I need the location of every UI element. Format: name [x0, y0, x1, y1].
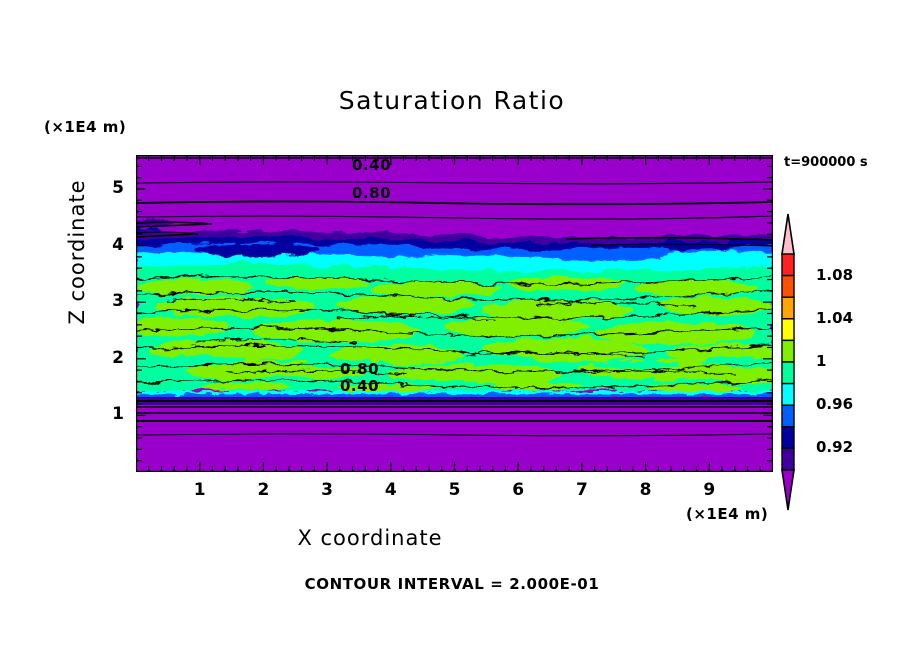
- y-tick-label: 3: [112, 291, 124, 312]
- colorbar-band: [781, 339, 795, 363]
- x-tick-label: 8: [639, 480, 652, 500]
- colorbar-band: [781, 274, 795, 298]
- colorbar-bottom-arrow: [781, 469, 795, 511]
- colorbar-band: [781, 382, 795, 406]
- axis-ticks: [137, 156, 772, 471]
- x-axis-unit-label: (×1E4 m): [686, 505, 769, 523]
- x-tick-label: 2: [257, 480, 270, 500]
- x-tick-label: 3: [321, 480, 334, 500]
- contour-plot: [136, 155, 773, 472]
- colorbar-swatches: [781, 213, 795, 511]
- x-tick-label: 1: [193, 480, 206, 500]
- x-tick-label: 4: [384, 480, 397, 500]
- colorbar-band: [781, 361, 795, 385]
- contour-interval-caption: CONTOUR INTERVAL = 2.000E-01: [304, 575, 600, 593]
- x-tick-label: 6: [512, 480, 525, 500]
- colorbar-band: [781, 318, 795, 342]
- contour-line-label: 0.80: [340, 360, 380, 378]
- contour-line-label: 0.80: [352, 184, 392, 202]
- page-title: Saturation Ratio: [338, 86, 566, 115]
- colorbar: 1.08 1.04 1 0.96 0.92: [780, 212, 853, 512]
- colorbar-tick-label: 1.08: [816, 265, 854, 284]
- colorbar-band: [781, 253, 795, 277]
- y-tick-label: 4: [112, 234, 124, 255]
- x-axis-title: X coordinate: [297, 526, 443, 550]
- x-tick-label: 9: [703, 480, 716, 500]
- contour-line-label: 0.40: [352, 156, 392, 174]
- colorbar-tick-label: 1.04: [816, 308, 854, 327]
- colorbar-top-arrow: [781, 213, 795, 255]
- contour-line-label: 0.40: [340, 377, 380, 395]
- colorbar-tick-label: 0.92: [816, 438, 854, 457]
- x-tick-label: 5: [448, 480, 461, 500]
- y-tick-label: 1: [112, 404, 124, 425]
- colorbar-tick-label: 1: [816, 352, 827, 370]
- time-annotation: t=900000 s: [784, 155, 868, 170]
- y-axis-unit-label: (×1E4 m): [44, 118, 127, 136]
- colorbar-band: [781, 447, 795, 471]
- y-tick-label: 2: [112, 347, 124, 368]
- colorbar-band: [781, 296, 795, 320]
- x-tick-label: 7: [575, 480, 588, 500]
- y-axis-title: Z coordinate: [65, 179, 89, 325]
- colorbar-band: [781, 404, 795, 428]
- colorbar-tick-label: 0.96: [816, 395, 854, 414]
- colorbar-band: [781, 426, 795, 450]
- y-tick-label: 5: [112, 177, 124, 198]
